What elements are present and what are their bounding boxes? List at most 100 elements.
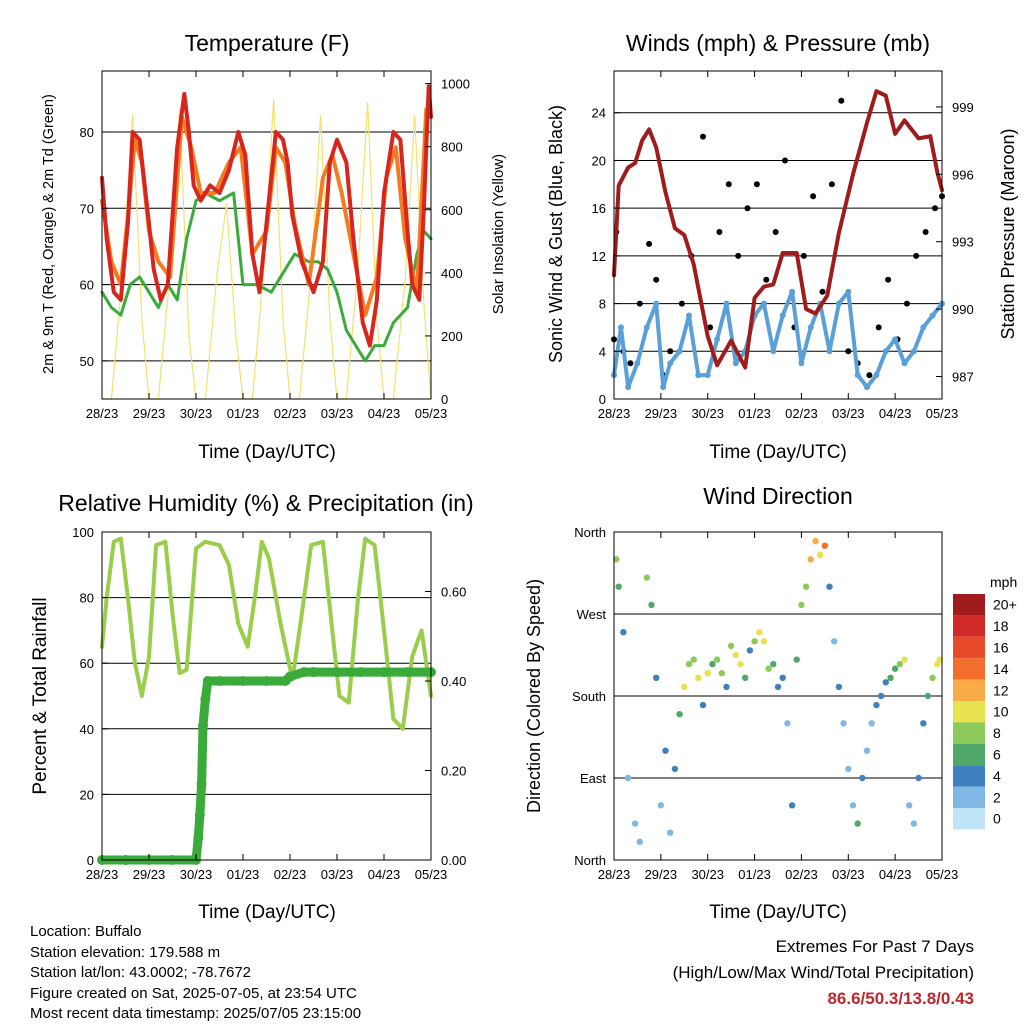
humidity-frame <box>101 531 432 861</box>
direction-y-ticks: North East South West North <box>572 525 620 868</box>
legend-swatch-4 <box>953 679 985 701</box>
direction-point-30 <box>756 629 763 636</box>
wind-point-7 <box>667 360 674 367</box>
direction-ylabel: Direction (Colored By Speed) <box>524 579 544 813</box>
gust-point-3 <box>627 360 634 367</box>
precip-point-16 <box>299 667 310 678</box>
wind-point-31 <box>892 336 899 343</box>
left-tick-label-0: 50 <box>80 354 94 369</box>
wind-point-13 <box>723 300 730 307</box>
left-tick-label-1: 4 <box>599 344 606 359</box>
wind-point-21 <box>798 360 805 367</box>
direction-panel: Wind Direction Direction (Colored By Spe… <box>524 483 1017 923</box>
wind-point-5 <box>653 300 660 307</box>
gust-point-16 <box>744 205 751 212</box>
humidity-grid <box>102 597 431 795</box>
wind-point-8 <box>676 348 683 355</box>
precip-point-17 <box>308 667 319 678</box>
gust-point-20 <box>782 157 788 164</box>
direction-point-1 <box>615 583 622 590</box>
direction-point-21 <box>713 656 721 663</box>
x-tick-label-7: 05/23 <box>415 867 448 882</box>
direction-point-15 <box>685 660 693 668</box>
direction-point-63 <box>910 820 918 827</box>
direction-point-43 <box>817 551 824 558</box>
x-tick-label-5: 03/23 <box>832 867 865 882</box>
right-tick-label-2: 993 <box>952 235 974 250</box>
legend-label-1: 18 <box>993 618 1009 634</box>
direction-point-67 <box>929 674 936 681</box>
left-tick-label-6: 24 <box>592 106 606 121</box>
wind-point-34 <box>920 324 927 331</box>
direction-point-16 <box>690 656 697 663</box>
direction-point-44 <box>821 542 829 549</box>
x-tick-label-6: 04/23 <box>368 867 401 882</box>
legend-swatch-3 <box>953 658 985 680</box>
left-tick-label-0: 0 <box>87 853 94 868</box>
series-2m-t <box>100 84 433 348</box>
x-tick-label-0: 28/23 <box>598 406 631 421</box>
gust-point-11 <box>700 133 706 140</box>
gust-point-5 <box>646 240 653 247</box>
direction-point-2 <box>620 629 627 636</box>
direction-point-24 <box>727 642 735 650</box>
humidity-title: Relative Humidity (%) & Precipitation (i… <box>58 490 473 516</box>
wind-point-14 <box>732 360 739 367</box>
wind-point-35 <box>929 312 936 319</box>
gust-point-31 <box>885 276 892 283</box>
legend-label-2: 16 <box>993 640 1009 656</box>
extremes-values: 86.6/50.3/13.8/0.43 <box>827 989 974 1008</box>
station-location: Location: Buffalo <box>30 923 142 940</box>
direction-point-46 <box>831 638 838 645</box>
gust-point-14 <box>725 181 732 188</box>
gust-point-22 <box>800 252 807 259</box>
wind-point-27 <box>854 372 861 379</box>
left-tick-label-1: 20 <box>80 787 94 802</box>
legend-swatch-8 <box>953 765 985 787</box>
direction-point-4 <box>631 820 639 827</box>
direction-point-49 <box>845 765 852 773</box>
gust-point-36 <box>932 205 938 212</box>
right-tick-label-1: 0.20 <box>441 764 466 779</box>
right-tick-label-5: 1000 <box>441 77 470 92</box>
x-tick-label-5: 03/23 <box>832 406 865 421</box>
series-pressure <box>612 89 944 370</box>
direction-point-61 <box>901 656 908 663</box>
extremes-box: Extremes For Past 7 Days (High/Low/Max W… <box>673 934 974 1012</box>
direction-point-38 <box>793 656 800 663</box>
station-latlon: Station lat/lon: 43.0002; -78.7672 <box>30 964 252 981</box>
left-tick-label-3: West <box>577 607 607 622</box>
wind-point-10 <box>695 372 702 379</box>
series-precipitation <box>97 667 436 865</box>
left-tick-label-0: North <box>574 853 606 868</box>
x-tick-label-5: 03/23 <box>321 406 354 421</box>
direction-point-50 <box>849 802 857 809</box>
x-tick-label-6: 04/23 <box>879 406 912 421</box>
winds-panel: Winds (mph) & Pressure (mb) Sonic Wind &… <box>546 30 1018 463</box>
humidity-ylabel: Percent & Total Rainfall <box>30 597 51 794</box>
series-2m-td <box>100 191 433 363</box>
legend-swatch-1 <box>953 615 985 637</box>
direction-point-56 <box>877 692 885 700</box>
direction-point-32 <box>765 665 772 672</box>
left-tick-label-3: 12 <box>592 249 606 264</box>
direction-point-6 <box>643 574 650 581</box>
direction-point-18 <box>699 701 707 709</box>
wind-point-18 <box>770 348 777 355</box>
legend-swatch-6 <box>953 722 985 744</box>
wind-point-6 <box>660 384 667 391</box>
humidity-panel: Relative Humidity (%) & Precipitation (i… <box>30 490 474 923</box>
left-tick-label-3: 80 <box>80 125 94 140</box>
gust-point-34 <box>913 252 920 259</box>
legend-label-3: 14 <box>993 661 1009 677</box>
direction-point-9 <box>657 802 665 809</box>
left-tick-label-4: North <box>574 525 606 540</box>
direction-point-26 <box>737 660 744 668</box>
wind-point-29 <box>873 372 880 379</box>
direction-frame <box>613 531 943 861</box>
winds-frame <box>613 70 943 400</box>
humidity-x-ticks: 28/23 29/23 30/23 01/23 02/23 03/23 04/23 05/23 <box>86 532 448 882</box>
gust-point-9 <box>678 300 685 307</box>
wind-point-30 <box>882 348 889 355</box>
left-tick-label-2: 40 <box>80 722 94 737</box>
